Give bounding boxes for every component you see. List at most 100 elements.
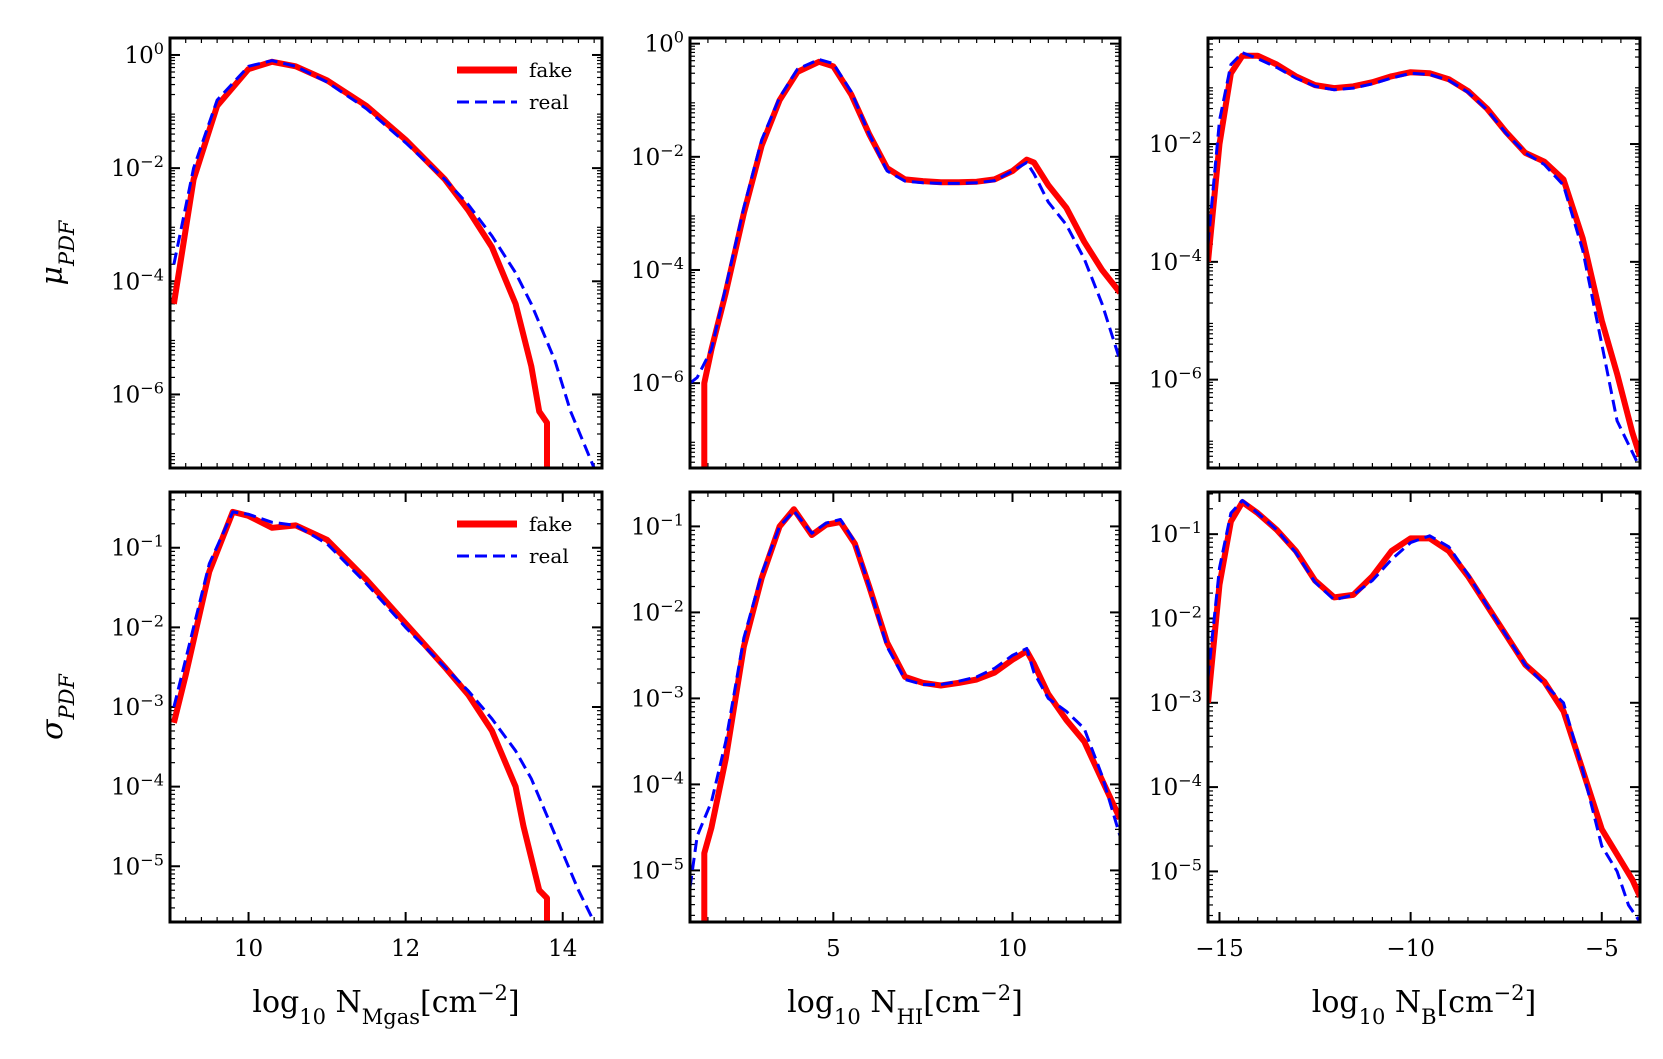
series-real-line xyxy=(690,58,1120,385)
y-tick-label: 10−5 xyxy=(111,850,164,881)
y-tick-label: 10−2 xyxy=(1149,128,1202,159)
y-tick-label: 10−1 xyxy=(1149,518,1202,549)
legend: fake real xyxy=(457,512,572,568)
y-tick-label: 10−2 xyxy=(631,596,684,627)
y-tick-label-part: −4 xyxy=(1178,245,1202,264)
y-tick-label-part: 10 xyxy=(1149,368,1178,394)
panel-sigma-mgas: 10−110−210−310−410−510 12 14fakerealσPDFlo… xyxy=(35,490,604,1029)
y-tick-label: 10−4 xyxy=(631,768,684,799)
y-tick-label-part: −4 xyxy=(140,265,164,284)
x-axis-label-part: Mgas xyxy=(362,1005,420,1029)
y-tick-label-part: −5 xyxy=(140,850,164,869)
x-axis-label-part: [cm xyxy=(420,985,477,1020)
y-tick-label: 10−2 xyxy=(111,611,164,642)
x-axis-label-part: B xyxy=(1421,1005,1436,1029)
x-tick-label: 10 xyxy=(234,936,263,962)
x-tick-label: 10 xyxy=(998,936,1027,962)
y-tick-label-part: −3 xyxy=(1178,686,1202,705)
y-axis-label-part: PDF xyxy=(55,673,79,721)
x-tick-label: 12 xyxy=(391,936,420,962)
y-tick-label-part: −5 xyxy=(1178,855,1202,874)
x-axis-label-part: log xyxy=(252,985,299,1020)
series-group xyxy=(170,508,596,922)
series-fake-line xyxy=(170,508,550,922)
plot-frame xyxy=(688,36,1122,470)
y-tick-label: 10−3 xyxy=(631,682,684,713)
series-group xyxy=(690,58,1120,468)
y-tick-label: 10−3 xyxy=(1149,686,1202,717)
series-real-line xyxy=(172,59,596,468)
plot-frame xyxy=(168,36,604,470)
y-tick-label-part: 10 xyxy=(1149,132,1178,158)
y-tick-label-part: 10 xyxy=(1149,606,1178,632)
y-tick-label-part: 0 xyxy=(154,38,164,57)
y-tick-label-part: −3 xyxy=(140,691,164,710)
y-axis-label-part: PDF xyxy=(55,219,79,267)
y-tick-label: 10−6 xyxy=(1149,363,1202,394)
y-tick-label-part: 10 xyxy=(111,854,140,880)
x-axis-label-part: ] xyxy=(1525,985,1537,1020)
y-tick-label: 10−1 xyxy=(111,531,164,562)
y-tick-label-part: −2 xyxy=(1178,602,1202,621)
y-tick-label-part: −6 xyxy=(660,367,684,386)
y-tick-label-part: 10 xyxy=(111,536,140,562)
x-axis-label-part: ] xyxy=(508,985,520,1020)
x-tick-label: −15 xyxy=(1195,936,1244,962)
series-group xyxy=(690,506,1120,922)
y-tick-label-part: −1 xyxy=(1178,518,1202,537)
y-axis-label-part: μ xyxy=(35,266,70,286)
series-real-line xyxy=(1208,51,1640,468)
series-fake-line xyxy=(701,506,1120,922)
x-axis-label-part: 10 xyxy=(299,1005,326,1029)
y-tick-label-part: 10 xyxy=(631,686,660,712)
x-axis-label-part: [cm xyxy=(923,985,980,1020)
legend-real-label: real xyxy=(529,90,569,114)
x-axis-label: log10 NHI[cm−2] xyxy=(787,981,1023,1029)
y-tick-label-part: −2 xyxy=(660,140,684,159)
y-tick-label-part: 10 xyxy=(111,382,140,408)
y-tick-label: 10−4 xyxy=(1149,771,1202,802)
x-axis-label-part: N xyxy=(1385,985,1421,1020)
y-tick-label: 10−1 xyxy=(631,510,684,541)
x-axis-label-part: 10 xyxy=(834,1005,861,1029)
plot-frame xyxy=(688,490,1122,924)
y-tick-label: 10−4 xyxy=(111,265,164,296)
series-group xyxy=(1208,51,1640,468)
x-axis-label: log10 NB[cm−2] xyxy=(1312,981,1536,1029)
y-tick-label-part: 10 xyxy=(111,775,140,801)
series-fake-line xyxy=(170,58,550,468)
y-tick-label-part: −2 xyxy=(660,596,684,615)
y-axis-label: μPDF xyxy=(35,219,79,285)
y-tick-label-part: 10 xyxy=(111,695,140,721)
series-real-line xyxy=(690,509,1120,888)
y-tick-label: 10−4 xyxy=(1149,245,1202,276)
y-tick-label-part: 10 xyxy=(1149,250,1178,276)
y-tick-label-part: 10 xyxy=(1149,691,1178,717)
series-group xyxy=(1208,498,1640,922)
x-axis-label: log10 NMgas[cm−2] xyxy=(252,981,519,1029)
y-tick-label-part: −5 xyxy=(660,854,684,873)
x-axis-label-part: N xyxy=(861,985,897,1020)
y-tick-label-part: 10 xyxy=(124,43,153,69)
x-axis-label-part: −2 xyxy=(1494,981,1525,1005)
minor-ticks xyxy=(1208,38,1640,468)
y-tick-label-part: 10 xyxy=(111,269,140,295)
minor-ticks xyxy=(1208,492,1640,922)
y-tick-label: 10−5 xyxy=(631,854,684,885)
x-axis-label-part: −2 xyxy=(477,981,508,1005)
minor-ticks xyxy=(689,38,1120,468)
plot-frame xyxy=(1206,36,1642,470)
x-axis-label-part: N xyxy=(326,985,362,1020)
y-tick-label-part: 10 xyxy=(644,32,673,58)
y-tick-label-part: −4 xyxy=(140,770,164,789)
legend: fake real xyxy=(457,58,572,114)
plot-frame xyxy=(1206,490,1642,924)
x-tick-label: 5 xyxy=(826,936,841,962)
y-tick-label-part: 10 xyxy=(631,600,660,626)
y-tick-label: 100 xyxy=(124,38,164,68)
y-tick-label: 10−5 xyxy=(1149,855,1202,886)
x-tick-label: −5 xyxy=(1585,936,1619,962)
series-fake-line xyxy=(1208,52,1640,458)
